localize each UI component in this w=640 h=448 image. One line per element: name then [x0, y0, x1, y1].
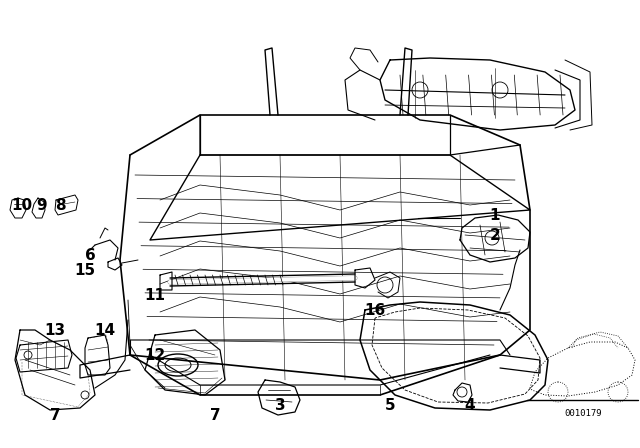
Text: 11: 11 [145, 288, 166, 302]
Text: 6: 6 [84, 247, 95, 263]
Text: 8: 8 [54, 198, 65, 212]
Text: 0010179: 0010179 [564, 409, 602, 418]
Text: 14: 14 [95, 323, 116, 337]
Text: 3: 3 [275, 397, 285, 413]
Text: 7: 7 [50, 408, 60, 422]
Text: 13: 13 [44, 323, 65, 337]
Text: 16: 16 [364, 302, 386, 318]
Text: 4: 4 [465, 397, 476, 413]
Text: 2: 2 [490, 228, 500, 242]
Text: 12: 12 [145, 348, 166, 362]
Text: 7: 7 [210, 408, 220, 422]
Text: 5: 5 [385, 397, 396, 413]
Text: 15: 15 [74, 263, 95, 277]
Text: 9: 9 [36, 198, 47, 212]
Text: 10: 10 [12, 198, 33, 212]
Text: 1: 1 [490, 207, 500, 223]
